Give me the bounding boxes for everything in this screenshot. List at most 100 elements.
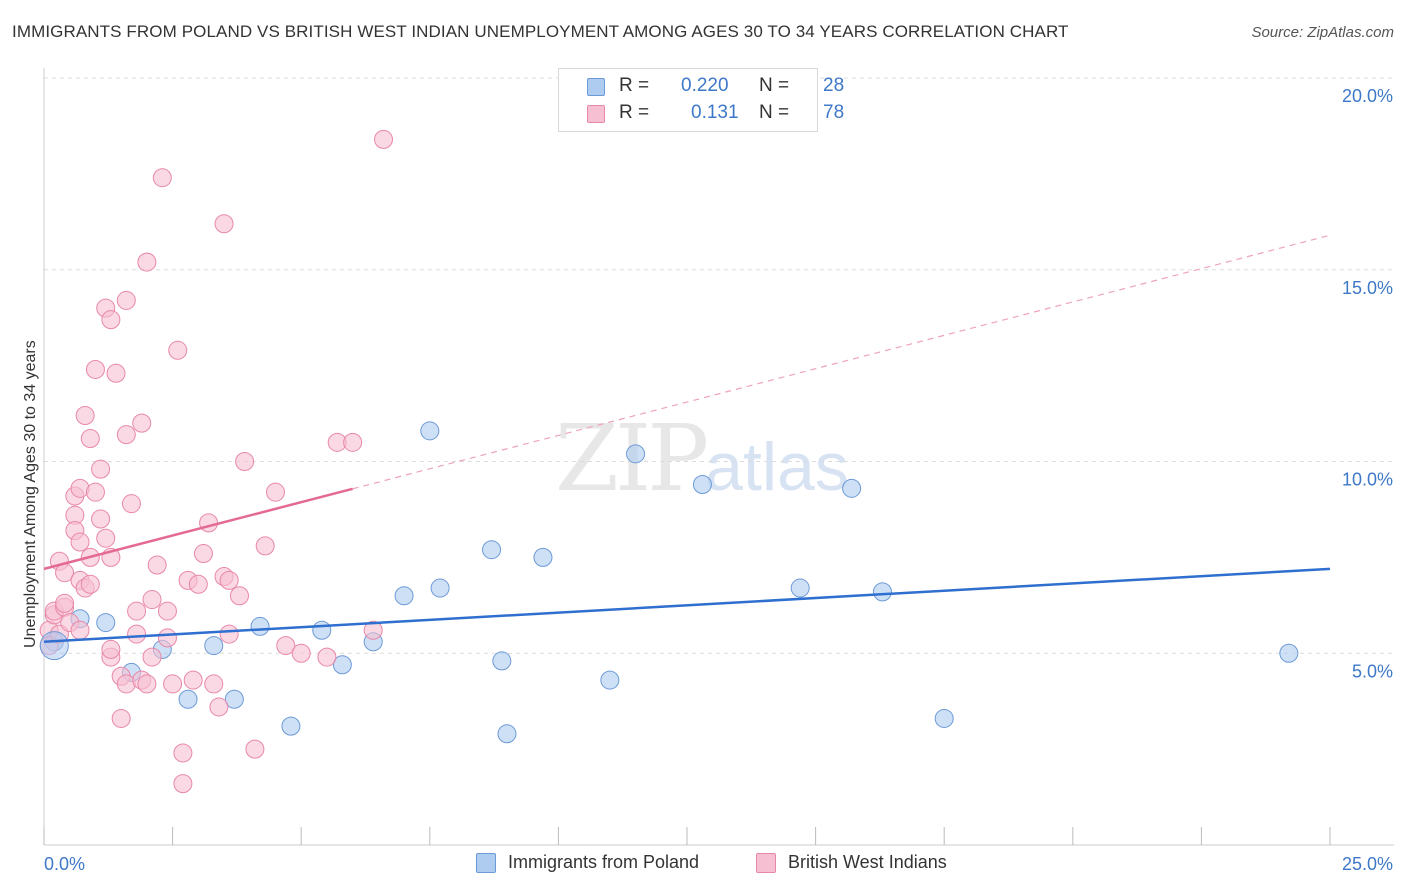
point-bwi-67 [235, 452, 255, 471]
point-bwi-53 [173, 743, 193, 763]
x-tick-label-min: 0.0% [44, 854, 85, 874]
point-bwi-41 [132, 413, 152, 433]
point-bwi-39 [127, 601, 147, 621]
point-poland-11 [332, 655, 352, 675]
point-poland-21 [626, 444, 646, 464]
point-bwi-19 [80, 428, 100, 448]
point-bwi-22 [85, 359, 105, 379]
point-poland-16 [482, 540, 502, 560]
point-bwi-47 [147, 555, 167, 575]
bottom-legend-label-bwi: British West Indians [788, 852, 947, 872]
point-bwi-50 [157, 628, 177, 648]
point-poland-24 [842, 478, 862, 498]
point-bwi-56 [183, 670, 203, 690]
point-poland-14 [420, 421, 440, 441]
point-bwi-75 [343, 432, 363, 452]
point-poland-5 [178, 689, 198, 709]
y-tick-label-20: 20.0% [1342, 86, 1393, 106]
point-poland-17 [492, 651, 512, 671]
point-bwi-44 [137, 674, 157, 694]
trend-line-bwi-dashed [352, 234, 1331, 490]
point-bwi-8 [55, 593, 75, 613]
point-bwi-38 [121, 494, 141, 514]
point-poland-23 [790, 578, 810, 598]
point-bwi-58 [193, 544, 213, 564]
point-bwi-46 [142, 647, 162, 667]
point-bwi-65 [219, 624, 239, 644]
point-bwi-60 [204, 674, 224, 694]
x-tick-label-max: 25.0% [1342, 854, 1393, 874]
point-bwi-49 [157, 601, 177, 621]
point-bwi-71 [276, 636, 296, 656]
legend-r-value-bwi: 0.131 [691, 102, 739, 123]
point-bwi-63 [214, 214, 234, 234]
y-tick-label-15: 15.0% [1342, 278, 1393, 298]
point-poland-cluster [39, 631, 69, 661]
watermark-atlas: atlas [705, 429, 849, 505]
point-bwi-73 [317, 647, 337, 667]
point-poland-27 [1279, 643, 1299, 663]
legend-n-label: N = [759, 102, 790, 123]
point-poland-25 [872, 582, 892, 602]
point-bwi-68 [245, 739, 265, 759]
point-bwi-57 [188, 574, 208, 594]
y-tick-label-5: 5.0% [1352, 661, 1393, 681]
point-poland-13 [394, 586, 414, 606]
legend-n-label: N = [759, 75, 790, 96]
point-bwi-25 [91, 509, 111, 529]
watermark: ZIPatlas [555, 405, 849, 512]
legend-n-value-bwi: 78 [823, 102, 845, 123]
point-bwi-21 [80, 574, 100, 594]
y-axis-label: Unemployment Among Ages 30 to 34 years [22, 340, 39, 648]
correlation-legend: R = 0.220 N = 28 R = 0.131 N = 78 [558, 68, 844, 132]
point-bwi-32 [106, 363, 126, 383]
point-poland-7 [224, 689, 244, 709]
point-bwi-36 [116, 425, 136, 445]
point-bwi-61 [209, 697, 229, 717]
point-poland-20 [600, 670, 620, 690]
trend-line-poland [43, 567, 1331, 643]
point-bwi-76 [363, 620, 383, 640]
point-poland-6 [204, 636, 224, 656]
point-bwi-27 [96, 528, 116, 548]
point-poland-2 [96, 613, 116, 633]
point-bwi-31 [101, 639, 121, 659]
point-bwi-64 [219, 570, 239, 590]
point-bwi-70 [265, 482, 285, 502]
legend-r-value-poland: 0.220 [681, 75, 729, 96]
point-bwi-35 [116, 290, 136, 310]
y-tick-label-10: 10.0% [1342, 470, 1393, 490]
point-bwi-28 [101, 310, 121, 330]
chart-title: IMMIGRANTS FROM POLAND VS BRITISH WEST I… [12, 22, 1069, 41]
point-bwi-69 [255, 536, 275, 556]
bottom-legend-swatch-poland [476, 853, 496, 873]
point-bwi-40 [127, 624, 147, 644]
source-credit: Source: ZipAtlas.com [1251, 24, 1394, 41]
point-bwi-45 [142, 590, 162, 610]
point-bwi-59 [199, 513, 219, 533]
trend-line-bwi-solid [43, 487, 353, 571]
point-bwi-23 [85, 482, 105, 502]
point-bwi-72 [291, 643, 311, 663]
point-poland-19 [533, 547, 553, 567]
point-bwi-52 [168, 340, 188, 360]
point-bwi-54 [173, 774, 193, 794]
point-bwi-66 [229, 586, 249, 606]
point-bwi-43 [137, 252, 157, 272]
legend-n-value-poland: 28 [823, 75, 845, 96]
legend-r-label: R = [619, 102, 650, 123]
legend-swatch-poland [587, 78, 605, 96]
point-poland-9 [281, 716, 301, 736]
legend-r-label: R = [619, 75, 650, 96]
point-bwi-17 [75, 405, 95, 425]
point-bwi-16 [70, 532, 90, 552]
point-bwi-51 [163, 674, 183, 694]
point-bwi-15 [70, 620, 90, 640]
point-poland-26 [934, 708, 954, 728]
point-bwi-34 [111, 708, 131, 728]
point-poland-15 [430, 578, 450, 598]
point-bwi-48 [152, 168, 172, 188]
bottom-legend-label-poland: Immigrants from Poland [508, 852, 700, 872]
point-poland-10 [312, 620, 332, 640]
